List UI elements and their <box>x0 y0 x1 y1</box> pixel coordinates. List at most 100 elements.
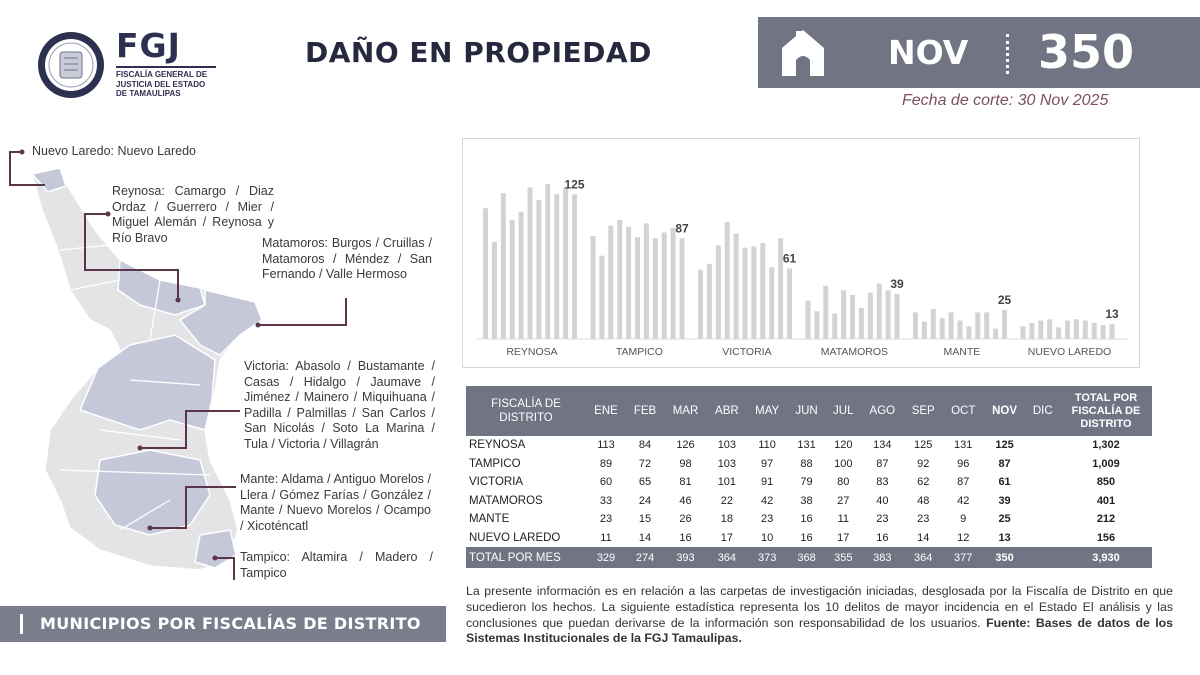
row-total: 1,302 <box>1092 439 1120 452</box>
table-cell: 16 <box>800 513 813 526</box>
table-cell: 65 <box>638 476 652 489</box>
table-cell: 24 <box>638 494 652 507</box>
bar-victoria-jul <box>751 246 757 339</box>
table-cell: 46 <box>679 494 692 507</box>
bar-mante-nov <box>1002 310 1007 339</box>
bar-matamoros-nov <box>894 293 900 339</box>
footer-cell: 368 <box>787 547 826 568</box>
table-cell: 48 <box>917 494 930 507</box>
bar-victoria-oct <box>778 238 784 339</box>
category-label-tampico: TAMPICO <box>616 346 663 358</box>
row-district-name: TAMPICO <box>469 457 521 470</box>
table-cell-current: 125 <box>995 439 1014 452</box>
table-cell: 16 <box>679 531 692 544</box>
table-cell: 16 <box>800 531 813 544</box>
category-label-matamoros: MATAMOROS <box>821 346 888 358</box>
table-cell <box>1025 529 1060 548</box>
note-text: La presente información es en relación a… <box>466 584 1173 630</box>
bar-mante-feb <box>921 321 927 339</box>
bar-victoria-feb <box>706 263 712 339</box>
header-month: JUL <box>825 386 861 436</box>
table-cell: 17 <box>720 531 733 544</box>
bar-mante-mar <box>930 308 936 339</box>
bar-mante-may <box>948 312 954 339</box>
table-cell: 87 <box>957 476 970 489</box>
row-district-name: VICTORIA <box>469 476 524 489</box>
row-total: 156 <box>1096 531 1116 544</box>
month-label: NOV <box>888 33 969 72</box>
table-cell: 15 <box>638 513 652 526</box>
footer-cell: 364 <box>706 547 747 568</box>
bar-nuevo-laredo-feb <box>1029 322 1035 339</box>
footer-cell: 377 <box>942 547 984 568</box>
bar-mante-ago <box>975 312 981 339</box>
header-month: DIC <box>1025 386 1060 436</box>
bar-reynosa-ago <box>545 183 551 339</box>
table-cell: 81 <box>679 476 692 489</box>
bar-tampico-nov <box>679 238 685 339</box>
footer-mark <box>20 614 23 634</box>
table-cell: 83 <box>876 476 889 489</box>
bar-tampico-feb <box>599 255 605 339</box>
bar-tampico-ago <box>652 238 658 339</box>
table-cell: 103 <box>717 439 737 452</box>
bar-victoria-abr <box>724 222 730 339</box>
table-cell: 100 <box>834 457 853 470</box>
table-cell: 16 <box>876 531 889 544</box>
header-month: OCT <box>942 386 984 436</box>
map-footer-banner: MUNICIPIOS POR FISCALÍAS DE DISTRITO <box>0 606 446 642</box>
table-cell: 23 <box>917 513 930 526</box>
table-cell-current: 25 <box>998 513 1011 526</box>
bar-reynosa-mar <box>500 193 506 339</box>
bar-matamoros-ene <box>805 300 811 339</box>
footer-total: 3,930 <box>1060 547 1152 568</box>
footer-cell: 274 <box>625 547 665 568</box>
table-cell-current: 13 <box>998 531 1011 544</box>
bar-mante-jun <box>957 320 963 339</box>
table-cell: 62 <box>917 476 930 489</box>
bar-nuevo-laredo-may <box>1056 327 1062 339</box>
footer-cell: 364 <box>903 547 943 568</box>
table-cell-current: 39 <box>998 494 1011 507</box>
table-cell <box>1025 455 1060 474</box>
table-cell: 42 <box>761 494 774 507</box>
bar-reynosa-jul <box>536 200 542 339</box>
table-cell: 18 <box>720 513 733 526</box>
table-cell <box>1025 510 1060 529</box>
label-matamoros: Matamoros: Burgos / Cruillas / Matamoros… <box>262 236 432 281</box>
table-cell <box>1025 436 1060 455</box>
label-nuevo-laredo: Nuevo Laredo: Nuevo Laredo <box>32 144 197 158</box>
logo-subtitle: FISCALÍA GENERAL DE JUSTICIA DEL ESTADO … <box>116 70 208 98</box>
cutoff-date: Fecha de corte: 30 Nov 2025 <box>902 92 1109 109</box>
table-cell: 23 <box>876 513 889 526</box>
bar-tampico-oct <box>670 227 676 339</box>
table-cell <box>1025 473 1060 492</box>
table-cell: 110 <box>758 439 776 452</box>
bar-nuevo-laredo-ene <box>1020 326 1026 339</box>
bar-tampico-mar <box>608 225 614 339</box>
bar-matamoros-abr <box>832 313 838 339</box>
home-icon <box>782 30 824 76</box>
bar-tampico-jun <box>635 237 640 339</box>
disclaimer-note: La presente información es en relación a… <box>466 584 1173 647</box>
footer-cell: 329 <box>586 547 626 568</box>
page-title: DAÑO EN PROPIEDAD <box>305 36 652 69</box>
data-label-reynosa: 125 <box>564 177 584 191</box>
data-label-victoria: 61 <box>783 251 797 265</box>
table-footer-row: TOTAL POR MES 329 274 393 364 373 368 35… <box>466 547 1152 568</box>
table-row: REYNOSA 113 84 126 103 110 131 120 134 125 131 125 1… <box>466 436 1152 455</box>
header-month: MAY <box>746 386 788 436</box>
bar-victoria-ene <box>698 269 703 339</box>
bar-matamoros-feb <box>814 311 820 339</box>
map-leader-dots <box>19 149 261 561</box>
row-total: 1,009 <box>1092 457 1120 470</box>
table-cell: 103 <box>717 457 737 470</box>
bar-reynosa-ene <box>483 208 488 339</box>
table-row: VICTORIA 60 65 81 101 91 79 80 83 62 87 61 850 <box>466 473 1152 492</box>
bar-matamoros-sep <box>876 283 882 339</box>
row-district-name: MATAMOROS <box>469 494 543 507</box>
footer-cell: 355 <box>825 547 861 568</box>
table-cell: 98 <box>679 457 692 470</box>
table-cell: 87 <box>876 457 889 470</box>
table-cell: 126 <box>676 439 695 452</box>
